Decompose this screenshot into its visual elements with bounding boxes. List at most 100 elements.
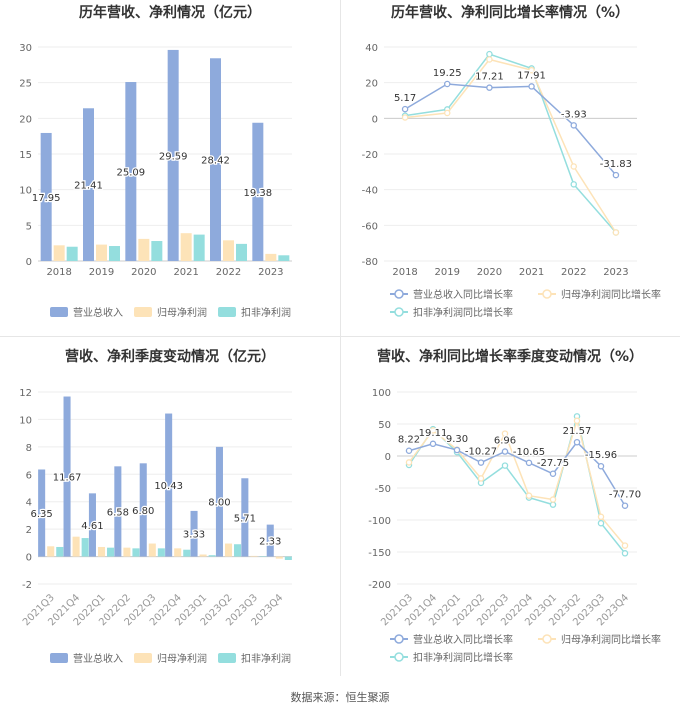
bar-0[interactable]: [266, 524, 274, 557]
legend-item[interactable]: 营业总收入同比增长率: [390, 288, 513, 301]
series-point-2[interactable]: [549, 501, 557, 508]
bar-0[interactable]: [63, 396, 71, 557]
bar-2[interactable]: [109, 246, 120, 261]
bar-1[interactable]: [72, 536, 80, 557]
bar-1[interactable]: [224, 543, 233, 557]
series-point-0[interactable]: [429, 440, 437, 448]
bar-1[interactable]: [265, 253, 277, 261]
bar-0[interactable]: [167, 49, 179, 261]
bar-1[interactable]: [97, 546, 106, 557]
bar-2[interactable]: [234, 544, 242, 557]
series-point-1[interactable]: [401, 114, 409, 121]
series-point-1[interactable]: [597, 513, 605, 521]
series-point-1[interactable]: [528, 66, 535, 74]
bar-0[interactable]: [83, 108, 94, 261]
series-point-1[interactable]: [429, 427, 437, 434]
series-point-0[interactable]: [549, 470, 557, 478]
legend-item[interactable]: 归母净利润: [134, 652, 207, 665]
series-point-0[interactable]: [453, 446, 461, 454]
bar-2[interactable]: [107, 547, 115, 557]
bar-0[interactable]: [125, 82, 137, 262]
legend-item[interactable]: 营业总收入: [50, 652, 123, 665]
bar-1[interactable]: [174, 548, 182, 557]
bar-2[interactable]: [81, 538, 89, 557]
series-point-0[interactable]: [570, 122, 578, 129]
series-point-1[interactable]: [405, 459, 413, 466]
bar-1[interactable]: [123, 547, 131, 557]
bar-0[interactable]: [190, 510, 198, 557]
legend-item[interactable]: 扣非净利润同比增长率: [390, 651, 513, 664]
bar-2[interactable]: [151, 241, 163, 261]
series-point-2[interactable]: [621, 550, 629, 557]
bar-1[interactable]: [96, 244, 107, 261]
legend-item[interactable]: 营业总收入: [50, 306, 123, 319]
bar-0[interactable]: [165, 413, 173, 557]
bar-2[interactable]: [236, 243, 247, 261]
series-point-1[interactable]: [573, 417, 581, 425]
legend-item[interactable]: 扣非净利润: [218, 306, 291, 319]
bar-1[interactable]: [138, 238, 150, 261]
bar-2[interactable]: [157, 548, 165, 557]
series-point-2[interactable]: [570, 181, 578, 188]
series-point-0[interactable]: [443, 80, 451, 88]
legend-item[interactable]: 归母净利润同比增长率: [538, 288, 661, 301]
series-point-1[interactable]: [477, 475, 485, 482]
bar-1[interactable]: [47, 546, 55, 557]
series-point-0[interactable]: [528, 83, 535, 90]
series-point-2[interactable]: [597, 519, 605, 527]
series-point-1[interactable]: [612, 229, 620, 236]
series-point-0[interactable]: [621, 502, 629, 509]
series-point-2[interactable]: [501, 462, 509, 469]
legend-point-marker: [394, 289, 404, 299]
bar-2[interactable]: [66, 246, 78, 261]
series-point-0[interactable]: [477, 459, 485, 466]
bar-1[interactable]: [250, 555, 258, 557]
series-point-1[interactable]: [501, 430, 509, 437]
bar-2[interactable]: [132, 548, 140, 557]
legend-item[interactable]: 归母净利润同比增长率: [538, 633, 661, 646]
series-point-1[interactable]: [443, 109, 451, 117]
bar-0[interactable]: [241, 478, 249, 557]
series-point-0[interactable]: [597, 462, 605, 470]
bar-1[interactable]: [53, 245, 65, 261]
series-point-1[interactable]: [486, 56, 493, 63]
legend-item[interactable]: 扣非净利润: [218, 652, 291, 665]
bar-0[interactable]: [215, 446, 223, 557]
series-point-0[interactable]: [401, 105, 409, 113]
legend-item[interactable]: 扣非净利润同比增长率: [390, 306, 513, 319]
y-tick-label: 40: [365, 43, 378, 54]
series-point-0[interactable]: [405, 447, 413, 454]
bar-1[interactable]: [223, 240, 234, 261]
bar-2[interactable]: [183, 549, 191, 557]
bar-data-label: 6.35: [31, 509, 53, 520]
series-point-0[interactable]: [525, 459, 533, 467]
bar-0[interactable]: [252, 122, 264, 261]
series-point-2[interactable]: [486, 50, 493, 58]
bar-0[interactable]: [38, 469, 46, 557]
series-point-1[interactable]: [525, 492, 533, 499]
bar-2[interactable]: [193, 234, 205, 261]
series-point-1[interactable]: [549, 496, 557, 503]
series-point-0[interactable]: [573, 438, 581, 446]
bar-1[interactable]: [148, 543, 156, 557]
series-point-1[interactable]: [570, 163, 578, 170]
bar-1[interactable]: [180, 233, 192, 261]
series-point-0[interactable]: [486, 84, 493, 91]
series-point-0[interactable]: [501, 448, 509, 455]
bar-2[interactable]: [284, 556, 292, 560]
bar-0[interactable]: [40, 132, 52, 261]
bar-0[interactable]: [139, 463, 147, 557]
bar-1[interactable]: [275, 556, 283, 559]
bar-0[interactable]: [88, 493, 96, 557]
legend-item[interactable]: 归母净利润: [134, 306, 207, 319]
legend-item[interactable]: 营业总收入同比增长率: [390, 633, 513, 646]
series-point-1[interactable]: [621, 542, 629, 549]
series-point-0[interactable]: [612, 171, 620, 179]
bar-2[interactable]: [278, 255, 290, 261]
bar-1[interactable]: [199, 554, 207, 557]
bar-0[interactable]: [114, 466, 122, 557]
bar-2[interactable]: [208, 555, 216, 557]
bar-2[interactable]: [259, 556, 267, 557]
bar-2[interactable]: [56, 546, 64, 557]
bar-0[interactable]: [210, 58, 221, 262]
